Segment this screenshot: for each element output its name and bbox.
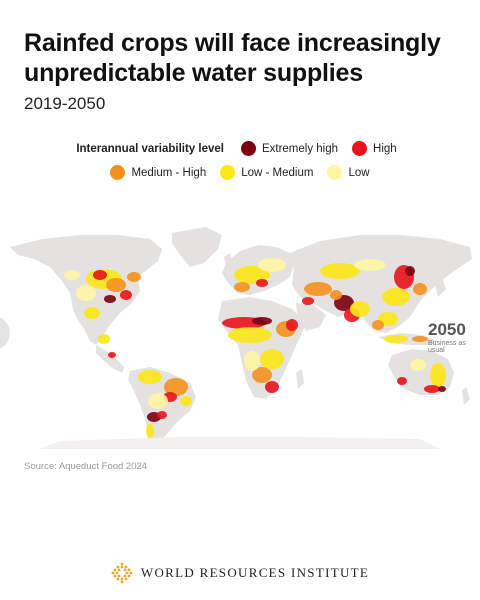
legend-swatch-high (352, 141, 368, 156)
legend-row-1: Interannual variability level Extremely … (0, 141, 480, 156)
legend-label-medium-high: Medium - High (131, 166, 207, 179)
variability-patch (148, 393, 168, 409)
variability-patch (252, 367, 272, 383)
arabia-land (296, 303, 326, 331)
source-note: Source: Aqueduct Food 2024 (24, 461, 148, 472)
central-america-land (96, 345, 124, 373)
greenland-land (172, 227, 222, 267)
variability-patch (320, 263, 360, 279)
variability-patch (106, 278, 126, 292)
chart-subtitle: 2019-2050 (24, 94, 106, 113)
africa-land (218, 297, 306, 399)
legend-label-high: High (373, 142, 397, 155)
variability-patch (354, 259, 386, 271)
legend-item-low-medium: Low - Medium (220, 165, 313, 180)
variability-patch (258, 258, 286, 272)
variability-patch (405, 266, 415, 276)
variability-patch (265, 381, 279, 393)
variability-patch (64, 270, 80, 280)
variability-patch (397, 377, 407, 385)
variability-patch (127, 272, 141, 282)
variability-patch (412, 336, 428, 342)
variability-patch (76, 285, 96, 301)
legend-swatch-low-medium (220, 165, 236, 180)
legend-row-2: Medium - High Low - Medium Low (0, 165, 480, 180)
variability-patch (438, 386, 446, 392)
scenario-name: Business as usual (428, 340, 466, 354)
variability-patch (228, 327, 272, 343)
legend-swatch-low (327, 165, 343, 180)
variability-patch (104, 295, 116, 303)
variability-patch (244, 351, 260, 371)
variability-patch (120, 290, 132, 300)
variability-patch (330, 290, 342, 300)
variability-patch (138, 370, 162, 384)
wri-logo-icon (111, 562, 133, 584)
madagascar-land (296, 369, 304, 389)
variability-patch (410, 359, 426, 371)
variability-patch (84, 307, 100, 319)
variability-patch (108, 352, 116, 358)
variability-patch (260, 349, 284, 369)
japan-land (434, 277, 446, 297)
legend-swatch-extremely-high (240, 141, 256, 156)
legend-swatch-medium-high (110, 165, 126, 180)
legend-item-extremely-high: Extremely high (240, 141, 339, 156)
footer: WORLD RESOURCES INSTITUTE (0, 562, 480, 584)
variability-patch (424, 385, 440, 393)
variability-patch (413, 283, 427, 295)
variability-patch (93, 270, 107, 280)
world-map[interactable] (0, 205, 480, 453)
variability-patch (252, 317, 272, 325)
variability-patch (372, 320, 384, 330)
logo-dots (111, 562, 133, 584)
scenario-year: 2050 (428, 320, 466, 339)
variability-patch (157, 411, 167, 419)
variability-patch (146, 424, 154, 438)
variability-patch (382, 288, 410, 306)
variability-patch (302, 297, 314, 305)
variability-patch (180, 396, 192, 406)
chart-title: Rainfed crops will face increasingly unp… (24, 29, 441, 87)
variability-patch (304, 282, 332, 296)
variability-patch (234, 282, 250, 292)
legend-item-high: High (352, 141, 397, 156)
variability-patch (384, 335, 408, 343)
variability-patch (98, 334, 110, 344)
variability-patch (350, 301, 370, 317)
variability-patch (286, 319, 298, 331)
legend-label-low: Low (348, 166, 370, 179)
variability-patch (164, 378, 188, 396)
legend-label-low-medium: Low - Medium (241, 166, 314, 179)
antarctica-land (40, 437, 440, 449)
uk-land (224, 253, 232, 267)
variability-patch (430, 363, 446, 387)
legend-item-medium-high: Medium - High (110, 165, 206, 180)
world-map-panel[interactable] (0, 205, 480, 453)
variability-layer (64, 258, 446, 438)
organization-name: WORLD RESOURCES INSTITUTE (140, 565, 370, 580)
legend-title: Interannual variability level (76, 142, 224, 155)
asia-land (290, 235, 472, 333)
variability-patch (256, 279, 268, 287)
previous-slide-handle[interactable] (0, 316, 10, 350)
legend-label-extremely-high: Extremely high (261, 142, 339, 155)
new-zealand-land (462, 387, 470, 405)
legend-item-low: Low (327, 165, 370, 180)
